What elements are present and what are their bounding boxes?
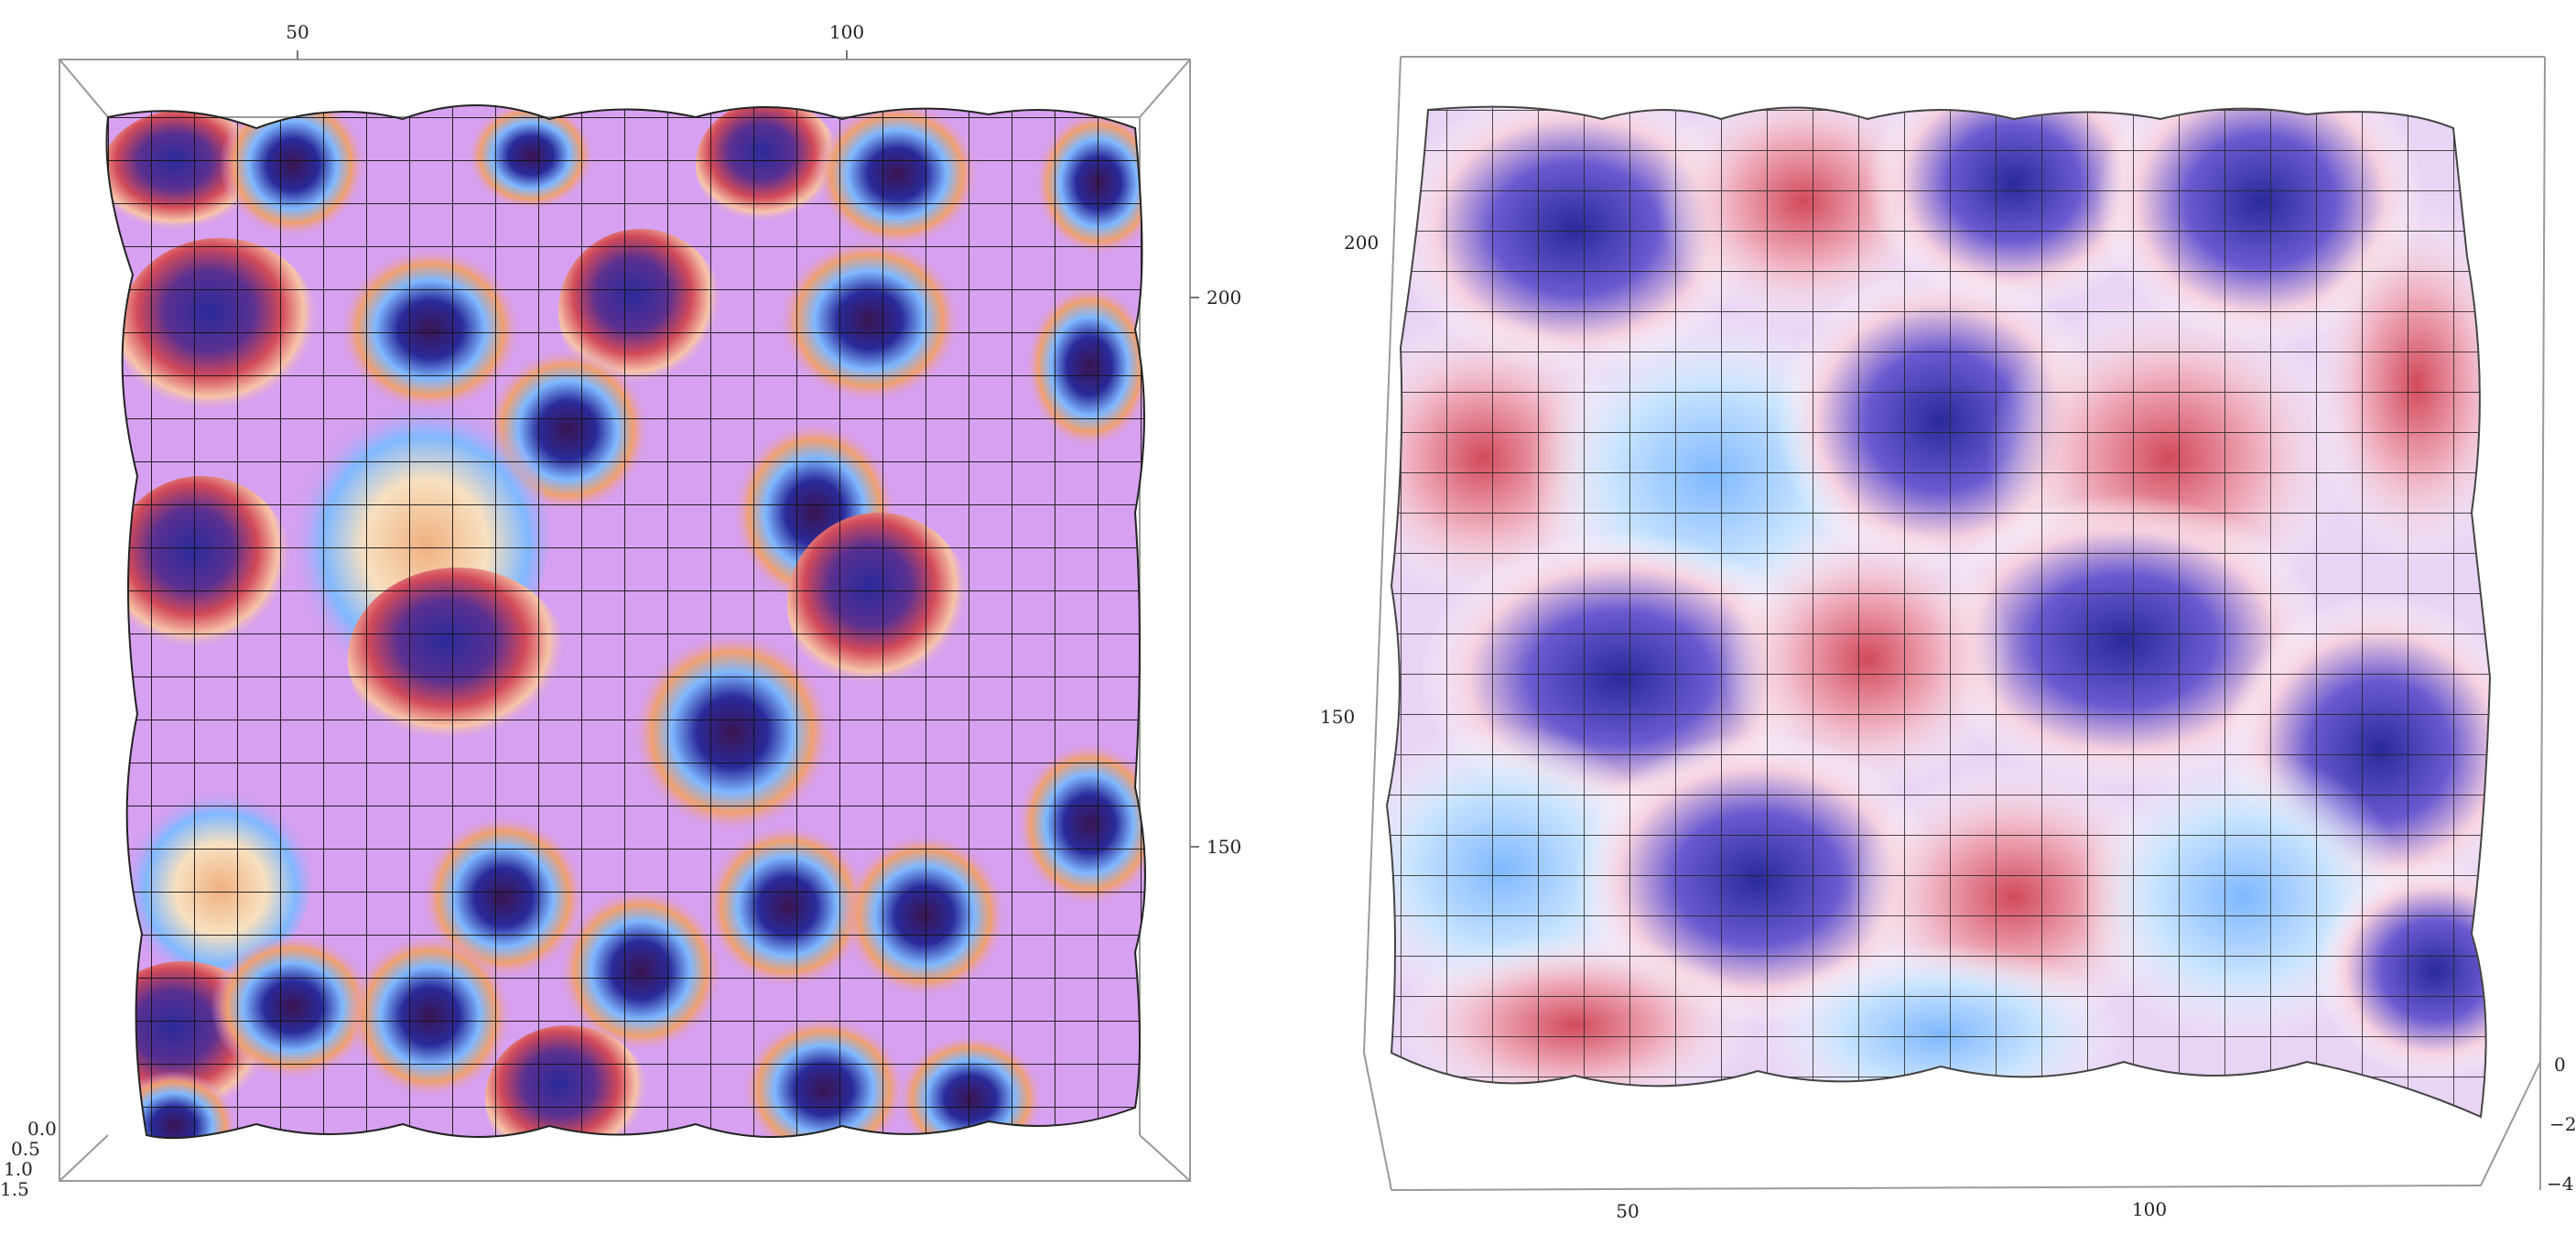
right-tick-label: 200 [1207, 287, 1241, 308]
corner-tick-label: 1.0 [4, 1158, 33, 1180]
corner-tick-label: 0.0 [27, 1118, 57, 1140]
left-tick-label: 200 [1344, 232, 1379, 254]
corner-tick-label: 0.5 [11, 1138, 40, 1160]
depth-axis: 0 −2 −4 [2547, 1054, 2576, 1195]
depth-tick-label: −4 [2547, 1173, 2573, 1195]
left-tick-label: 150 [1320, 706, 1355, 728]
surface [1387, 106, 2490, 1118]
top-tick-label: 100 [829, 21, 864, 43]
bottom-axis: 50 100 [1616, 1198, 2167, 1222]
surface-plot-top-view: 50 100 200 150 0.0 0.5 1.0 1.5 [0, 0, 1282, 1234]
right-axis: 200 150 [1190, 287, 1241, 858]
bottom-tick-label: 50 [1616, 1200, 1639, 1222]
surface [106, 105, 1146, 1139]
bottom-tick-label: 100 [2132, 1198, 2167, 1220]
corner-tick-label: 1.5 [0, 1178, 29, 1200]
right-tick-label: 150 [1207, 836, 1241, 858]
surface-plot-oblique-view: 200 150 50 100 0 −2 −4 [1300, 0, 2576, 1234]
top-tick-label: 50 [286, 21, 308, 43]
depth-tick-label: 0 [2554, 1054, 2566, 1076]
surface-plot-top-view-svg: 50 100 200 150 0.0 0.5 1.0 1.5 [0, 21, 1241, 1200]
surface-outline [1385, 105, 2492, 1119]
depth-tick-label: −2 [2549, 1113, 2576, 1135]
corner-axis: 0.0 0.5 1.0 1.5 [0, 1118, 57, 1200]
bounding-box [1363, 56, 2546, 1191]
left-axis: 200 150 [1320, 232, 1379, 728]
top-axis: 50 100 [286, 21, 864, 60]
surface-plot-oblique-view-svg: 200 150 50 100 0 −2 −4 [1320, 56, 2576, 1222]
surface-outline [105, 104, 1146, 1140]
